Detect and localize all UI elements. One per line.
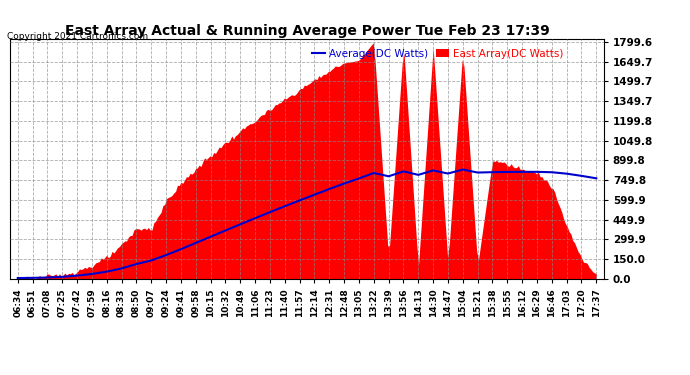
Title: East Array Actual & Running Average Power Tue Feb 23 17:39: East Array Actual & Running Average Powe…	[65, 24, 549, 38]
Text: Copyright 2021 Cartronics.com: Copyright 2021 Cartronics.com	[7, 32, 148, 41]
Legend: Average(DC Watts), East Array(DC Watts): Average(DC Watts), East Array(DC Watts)	[308, 45, 567, 63]
